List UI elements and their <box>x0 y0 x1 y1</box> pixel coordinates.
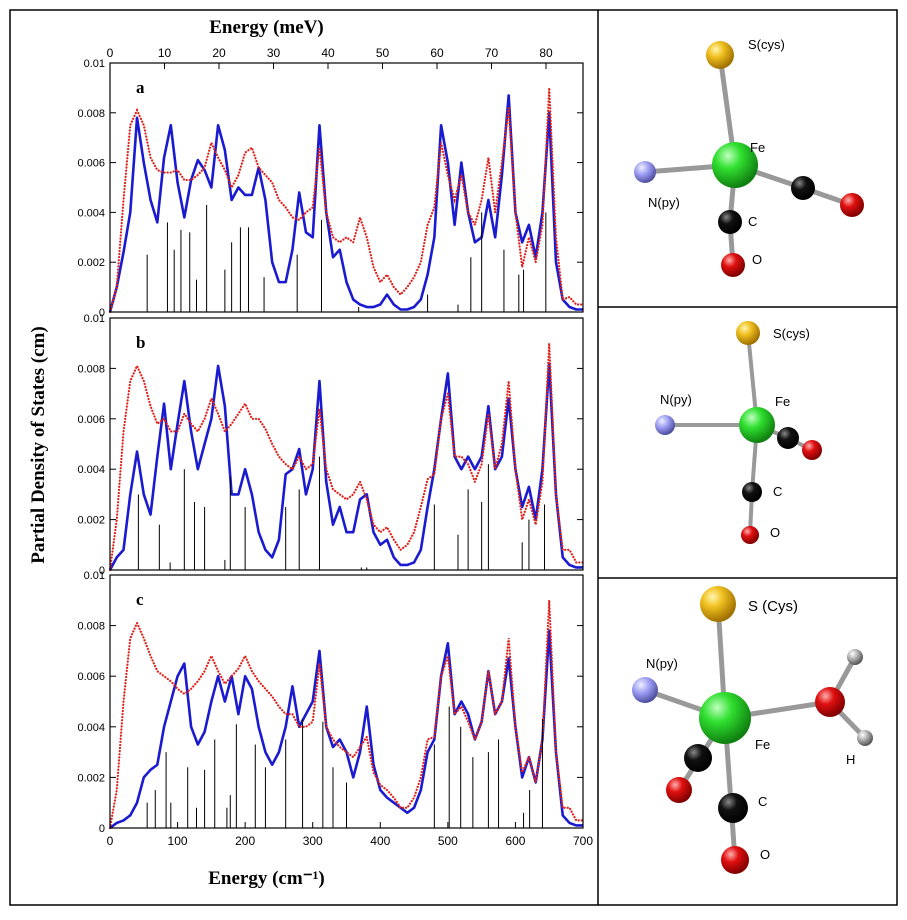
x2-tick-label: 50 <box>376 46 390 60</box>
x2-tick-label: 40 <box>321 46 335 60</box>
x2-tick-label: 0 <box>107 46 114 60</box>
atom-label: O <box>760 847 770 862</box>
y-tick-label: 0.002 <box>77 515 105 527</box>
y-tick-label: 0.004 <box>77 464 105 476</box>
y-tick-label: 0.002 <box>77 257 105 269</box>
atom-label: N(py) <box>648 195 680 210</box>
dotted-line <box>108 343 585 572</box>
panel-label: c <box>136 590 144 609</box>
y-tick-label: 0 <box>99 823 105 835</box>
atom-label: S (Cys) <box>748 598 798 615</box>
y-tick-label: 0.006 <box>77 671 105 683</box>
molecule-3 <box>632 586 873 874</box>
atom-label: Fe <box>775 394 790 409</box>
x2-tick-label: 70 <box>485 46 499 60</box>
y-tick-label: 0.008 <box>77 621 105 633</box>
atom-label: H <box>846 752 855 767</box>
y-tick-label: 0.006 <box>77 414 105 426</box>
x2-tick-label: 10 <box>158 46 172 60</box>
y-tick-label: 0.004 <box>77 722 105 734</box>
y-axis-title: Partial Density of States (cm) <box>28 326 49 563</box>
plot-frame <box>109 62 584 313</box>
y-tick-label: 0 <box>99 565 105 577</box>
y-tick-label: 0.006 <box>77 158 105 170</box>
x2-tick-label: 30 <box>267 46 281 60</box>
atom-label: N(py) <box>660 392 692 407</box>
y-tick-label: 0.01 <box>84 58 105 70</box>
x2-axis-title: Energy (meV) <box>209 17 324 38</box>
x-axis-title: Energy (cm⁻¹) <box>208 868 325 889</box>
dotted-line <box>108 87 585 314</box>
y-tick-label: 0.01 <box>84 570 105 582</box>
plot-frame <box>109 317 584 571</box>
dotted-line <box>108 600 585 830</box>
atom-label: Fe <box>750 140 765 155</box>
x-tick-label: 0 <box>107 834 114 848</box>
outer-frame <box>9 9 898 906</box>
x-tick-label: 200 <box>235 834 255 848</box>
x-tick-label: 500 <box>438 834 458 848</box>
atom-label: O <box>770 525 780 540</box>
atom-label: S(cys) <box>748 37 785 52</box>
plot-frame <box>109 574 584 829</box>
x-tick-label: 600 <box>505 834 525 848</box>
molecule-1 <box>634 41 864 277</box>
y-tick-label: 0.008 <box>77 363 105 375</box>
x-tick-label: 700 <box>573 834 593 848</box>
panel-label: a <box>136 78 145 97</box>
molecule-2 <box>655 321 822 544</box>
atom-label: Fe <box>755 737 770 752</box>
panel-label: b <box>136 333 145 352</box>
x2-tick-label: 80 <box>539 46 553 60</box>
x2-tick-label: 60 <box>430 46 444 60</box>
y-tick-label: 0 <box>99 307 105 319</box>
x2-tick-label: 20 <box>212 46 226 60</box>
x-tick-label: 300 <box>303 834 323 848</box>
line <box>108 362 583 571</box>
atom-label: N(py) <box>646 656 678 671</box>
y-tick-label: 0.002 <box>77 772 105 784</box>
y-tick-label: 0.01 <box>84 313 105 325</box>
atom-label: C <box>758 794 767 809</box>
y-tick-label: 0.004 <box>77 207 105 219</box>
x-tick-label: 400 <box>370 834 390 848</box>
y-tick-label: 0.008 <box>77 108 105 120</box>
atom-label: C <box>773 484 782 499</box>
atom-label: S(cys) <box>773 326 810 341</box>
atom-label: C <box>748 214 757 229</box>
atom-label: O <box>752 252 762 267</box>
x-tick-label: 100 <box>168 834 188 848</box>
